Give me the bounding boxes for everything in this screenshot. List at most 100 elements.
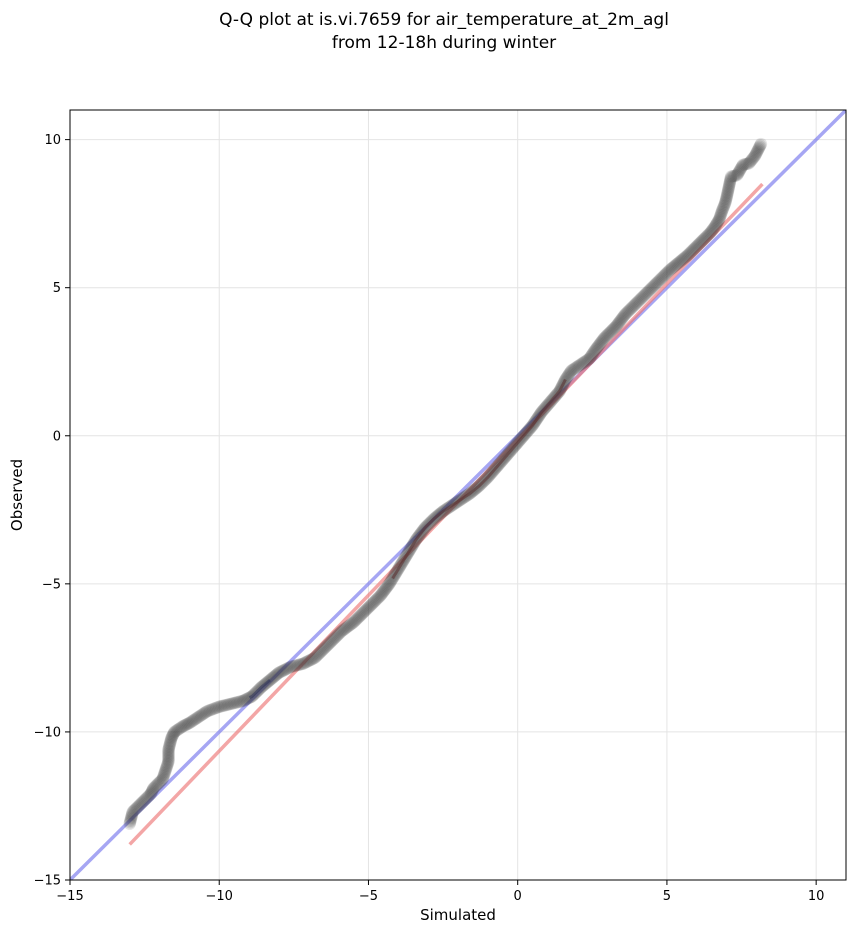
qq-point-249 xyxy=(386,572,399,585)
qq-point-353 xyxy=(493,457,506,470)
qq-point-422 xyxy=(557,375,571,389)
qq-point-608 xyxy=(733,163,747,177)
qq-point-498 xyxy=(635,291,649,304)
qq-point-555 xyxy=(698,231,712,245)
qq-point-630 xyxy=(754,139,767,152)
qq-point-553 xyxy=(696,234,709,247)
qq-point-253 xyxy=(389,566,403,580)
qq-point-604 xyxy=(730,168,744,182)
qq-point-186 xyxy=(318,641,332,655)
qq-point-617 xyxy=(743,155,757,169)
plot-frame xyxy=(69,109,847,881)
qq-point-366 xyxy=(506,442,519,455)
qq-point-511 xyxy=(650,277,663,290)
qq-point-428 xyxy=(562,368,576,381)
qq-point-83 xyxy=(184,715,197,729)
qq-point-491 xyxy=(627,299,641,312)
qq-point-560 xyxy=(704,226,717,240)
qq-point-241 xyxy=(379,582,392,595)
qq-point-181 xyxy=(313,647,326,660)
qq-point-162 xyxy=(287,659,301,673)
qq-point-469 xyxy=(605,324,619,337)
qq-point-230 xyxy=(368,595,382,608)
qq-point-274 xyxy=(406,538,420,552)
qq-point-315 xyxy=(450,495,464,509)
qq-point-470 xyxy=(606,323,620,336)
qq-point-375 xyxy=(515,431,528,445)
qq-point-58 xyxy=(162,742,176,755)
qq-point-103 xyxy=(211,701,224,714)
qq-point-348 xyxy=(488,462,502,476)
qq-point-207 xyxy=(342,619,355,633)
qq-point-418 xyxy=(555,381,568,394)
qq-point-9 xyxy=(127,804,140,817)
qq-point-496 xyxy=(633,293,646,307)
qq-point-352 xyxy=(492,458,505,471)
qq-point-584 xyxy=(719,194,733,207)
qq-point-625 xyxy=(750,145,764,159)
qq-point-275 xyxy=(407,537,420,550)
qq-point-187 xyxy=(319,640,333,653)
qq-point-504 xyxy=(642,284,655,298)
qq-point-327 xyxy=(465,485,479,498)
qq-point-582 xyxy=(718,197,732,210)
qq-point-423 xyxy=(558,374,571,388)
qq-point-76 xyxy=(175,720,189,734)
qq-point-206 xyxy=(341,620,354,633)
qq-point-251 xyxy=(388,569,401,582)
qq-point-294 xyxy=(425,514,439,528)
qq-point-591 xyxy=(722,183,735,197)
qq-point-354 xyxy=(494,456,507,469)
qq-point-631 xyxy=(754,137,768,151)
qq-point-321 xyxy=(458,490,472,504)
qq-point-215 xyxy=(351,611,365,625)
qq-point-62 xyxy=(164,736,177,749)
qq-point-540 xyxy=(682,247,696,261)
qq-point-126 xyxy=(244,690,257,704)
qq-point-282 xyxy=(413,528,426,541)
qq-point-98 xyxy=(204,703,217,717)
qq-point-561 xyxy=(704,225,718,238)
qq-point-399 xyxy=(537,403,550,416)
qq-point-266 xyxy=(400,549,413,562)
qq-point-169 xyxy=(297,656,311,670)
qq-point-456 xyxy=(592,338,606,352)
qq-point-379 xyxy=(519,427,532,440)
qq-point-572 xyxy=(713,211,726,225)
qq-point-378 xyxy=(518,428,531,441)
qq-point-585 xyxy=(720,192,733,206)
qq-point-530 xyxy=(671,257,684,270)
qq-point-276 xyxy=(408,535,421,549)
qq-point-105 xyxy=(214,700,227,713)
qq-point-367 xyxy=(507,441,520,454)
qq-point-49 xyxy=(162,755,175,768)
qq-point-144 xyxy=(264,672,278,686)
y-axis-label: Observed xyxy=(8,459,26,531)
qq-point-168 xyxy=(296,657,309,671)
qq-point-148 xyxy=(269,669,282,682)
qq-point-489 xyxy=(625,301,639,314)
qq-point-121 xyxy=(238,693,251,707)
qq-point-250 xyxy=(387,570,400,584)
qq-point-46 xyxy=(160,759,174,773)
qq-point-531 xyxy=(672,256,686,269)
qq-point-23 xyxy=(143,789,156,802)
qq-point-520 xyxy=(660,267,673,280)
qq-point-304 xyxy=(436,505,450,518)
qq-point-19 xyxy=(138,793,152,806)
qq-point-526 xyxy=(667,260,680,274)
qq-point-518 xyxy=(658,269,671,282)
qq-point-603 xyxy=(729,169,742,182)
qq-point-415 xyxy=(553,385,566,398)
qq-point-325 xyxy=(463,487,477,500)
qq-point-106 xyxy=(216,699,229,713)
qq-point-437 xyxy=(572,359,586,372)
qq-point-147 xyxy=(268,670,281,683)
qq-point-70 xyxy=(168,725,181,739)
qq-point-6 xyxy=(125,808,139,822)
qq-point-213 xyxy=(349,613,362,627)
qq-point-318 xyxy=(454,493,468,506)
qq-point-571 xyxy=(712,213,726,226)
qq-point-522 xyxy=(662,264,675,278)
qq-point-433 xyxy=(567,362,581,376)
